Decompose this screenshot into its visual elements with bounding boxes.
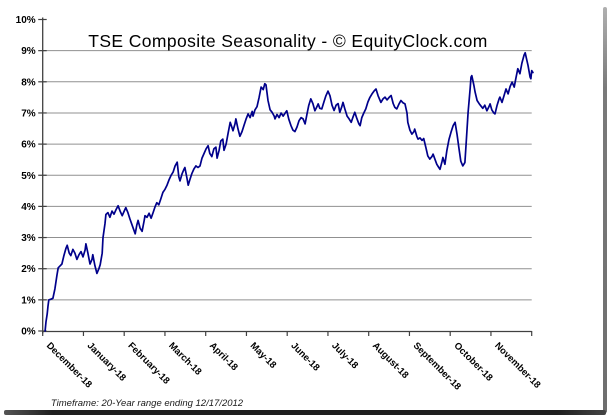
timeframe-note: Timeframe: 20-Year range ending 12/17/20… <box>50 398 244 409</box>
seasonality-series-line <box>44 51 534 332</box>
image-shadow-bottom <box>4 410 606 415</box>
y-axis-label-1pct: 1% <box>21 295 36 306</box>
y-axis-label-8pct: 8% <box>21 77 36 88</box>
x-axis-label-march-18: March-18 <box>166 340 203 377</box>
y-axis-label-0pct: 0% <box>21 327 36 338</box>
y-axis-label-3pct: 3% <box>21 233 36 244</box>
x-axis-label-october-18: October-18 <box>451 340 494 383</box>
y-axis-label-2pct: 2% <box>21 264 36 275</box>
chart-title: TSE Composite Seasonality - © EquityCloc… <box>88 31 488 51</box>
y-axis-label-9pct: 9% <box>21 46 36 57</box>
x-axis-label-november-18: November-18 <box>492 340 542 390</box>
y-axis-label-7pct: 7% <box>21 108 36 119</box>
x-axis-label-june-18: June-18 <box>288 340 321 373</box>
image-shadow-right <box>603 7 607 413</box>
y-axis-label-10pct: 10% <box>16 15 36 26</box>
x-axis-label-july-18: July-18 <box>329 340 360 371</box>
x-axis-label-april-18: April-18 <box>207 340 240 373</box>
y-axis-label-5pct: 5% <box>21 171 36 182</box>
y-axis-label-4pct: 4% <box>21 202 36 213</box>
x-axis-label-august-18: August-18 <box>370 340 411 381</box>
x-axis-label-may-18: May-18 <box>248 340 279 371</box>
y-axis-label-6pct: 6% <box>21 140 36 151</box>
x-axis-label-february-18: February-18 <box>125 340 171 386</box>
x-axis-label-january-18: January-18 <box>85 340 128 383</box>
